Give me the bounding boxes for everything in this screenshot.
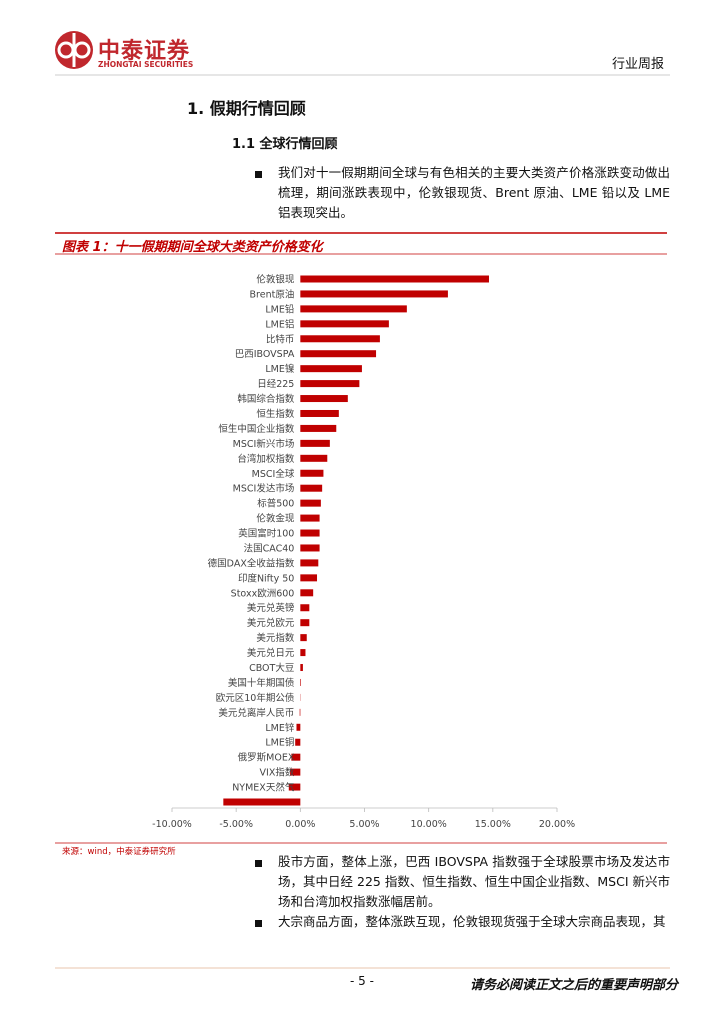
bar [290, 768, 301, 776]
y-tick-label: Stoxx欧洲600 [231, 587, 295, 599]
y-tick-label: 日经225 [257, 378, 294, 390]
y-tick-label: 美元指数 [256, 632, 295, 644]
y-tick-label: VIX指数 [260, 767, 295, 779]
subsection-title: 1.1 全球行情回顾 [232, 137, 338, 152]
bar [300, 604, 310, 612]
y-tick-label: 台湾加权指数 [237, 453, 295, 465]
bar [300, 664, 303, 672]
bar [300, 484, 323, 492]
bar [300, 649, 306, 657]
bar [300, 574, 318, 582]
figure-source: 来源：wind，中泰证券研究所 [62, 847, 176, 857]
bar [300, 290, 448, 298]
bar [300, 559, 319, 567]
y-tick-label: MSCI新兴市场 [233, 438, 295, 450]
y-tick-label: 法国CAC40 [244, 542, 295, 554]
bar [288, 783, 301, 791]
company-name-en: ZHONGTAI SECURITIES [98, 60, 194, 69]
y-tick-label: 俄罗斯MOEX [238, 752, 295, 764]
y-tick-label: 比特币 [266, 333, 295, 345]
bar [300, 305, 407, 313]
bar [300, 634, 307, 642]
paragraph: 我们对十一假期期间全球与有色相关的主要大类资产价格涨跌变动做出梳理，期间涨跌表现… [278, 165, 670, 220]
y-tick-label: LME铅 [265, 303, 294, 315]
logo [55, 31, 93, 69]
bullet-marker [255, 860, 262, 867]
report-type: 行业周报 [612, 57, 665, 72]
y-tick-label: 伦敦银现 [256, 274, 295, 286]
bar [295, 738, 301, 746]
x-tick-label: 15.00% [475, 819, 511, 830]
x-tick-label: 20.00% [539, 819, 575, 830]
y-tick-label: LME铝 [265, 318, 294, 330]
bar [300, 320, 389, 328]
bar [300, 409, 339, 417]
company-name: 中泰证券 [98, 39, 191, 64]
y-tick-label: CBOT大豆 [249, 662, 294, 674]
page-number: - 5 - [350, 974, 374, 988]
bar [300, 529, 320, 537]
y-tick-label: LME铜 [265, 737, 294, 749]
footer-notice: 请务必阅读正文之后的重要声明部分 [470, 978, 679, 993]
bar [300, 395, 348, 403]
paragraph: 大宗商品方面，整体涨跌互现，伦敦银现货强于全球大宗商品表现，其 [278, 914, 666, 929]
bar [300, 589, 314, 597]
bar [300, 619, 310, 627]
y-tick-label: 美国十年期国债 [228, 677, 295, 689]
y-tick-label: 欧元区10年期公债 [216, 692, 295, 704]
bar [296, 723, 301, 731]
y-tick-label: Brent原油 [250, 288, 295, 300]
bullet-marker [255, 920, 262, 927]
y-tick-label: 德国DAX全收益指数 [208, 557, 295, 569]
bar [300, 424, 337, 432]
bullet-marker [255, 171, 262, 178]
y-tick-label: 英国富时100 [238, 528, 294, 540]
x-tick-label: 10.00% [411, 819, 447, 830]
x-tick-label: -10.00% [152, 819, 192, 830]
bar [300, 365, 362, 373]
y-tick-label: 韩国综合指数 [237, 393, 295, 405]
y-tick-label: 美元兑日元 [247, 647, 295, 659]
y-tick-label: NYMEX天然气 [232, 782, 295, 794]
y-tick-label: 美元兑离岸人民币 [218, 707, 294, 719]
y-tick-label: 巴西IBOVSPA [235, 349, 295, 360]
x-tick-label: 0.00% [285, 819, 315, 830]
figure-caption: 图表 1：十一假期期间全球大类资产价格变化 [62, 240, 323, 255]
bar [300, 275, 489, 283]
bar [300, 454, 328, 462]
bar [300, 335, 380, 343]
y-tick-label: 印度Nifty 50 [238, 572, 294, 584]
bar [223, 798, 301, 806]
y-tick-label: LME锌 [265, 722, 294, 734]
y-tick-label: 美元兑欧元 [247, 617, 295, 629]
paragraph: 股市方面，整体上涨，巴西 IBOVSPA 指数强于全球股票市场及发达市场，其中日… [278, 854, 670, 909]
bar [299, 708, 301, 716]
y-tick-label: MSCI发达市场 [233, 483, 295, 495]
y-tick-label: 标普500 [257, 498, 294, 510]
y-tick-label: LME镍 [265, 363, 294, 375]
section-title: 1. 假期行情回顾 [187, 99, 306, 118]
y-tick-label: 恒生中国企业指数 [218, 423, 295, 435]
bar [300, 499, 321, 507]
bar [300, 350, 377, 358]
bar [300, 439, 330, 447]
bar [300, 514, 320, 522]
y-tick-label: 伦敦金现 [256, 513, 295, 525]
y-tick-label: 美元兑英镑 [247, 602, 295, 614]
x-tick-label: -5.00% [219, 819, 253, 830]
y-tick-label: 恒生指数 [256, 408, 295, 420]
bar [300, 380, 360, 388]
bar [300, 469, 324, 477]
x-tick-label: 5.00% [349, 819, 379, 830]
bar [300, 678, 301, 686]
y-tick-label: MSCI全球 [252, 468, 295, 480]
bar [291, 753, 301, 761]
bar [300, 544, 320, 552]
